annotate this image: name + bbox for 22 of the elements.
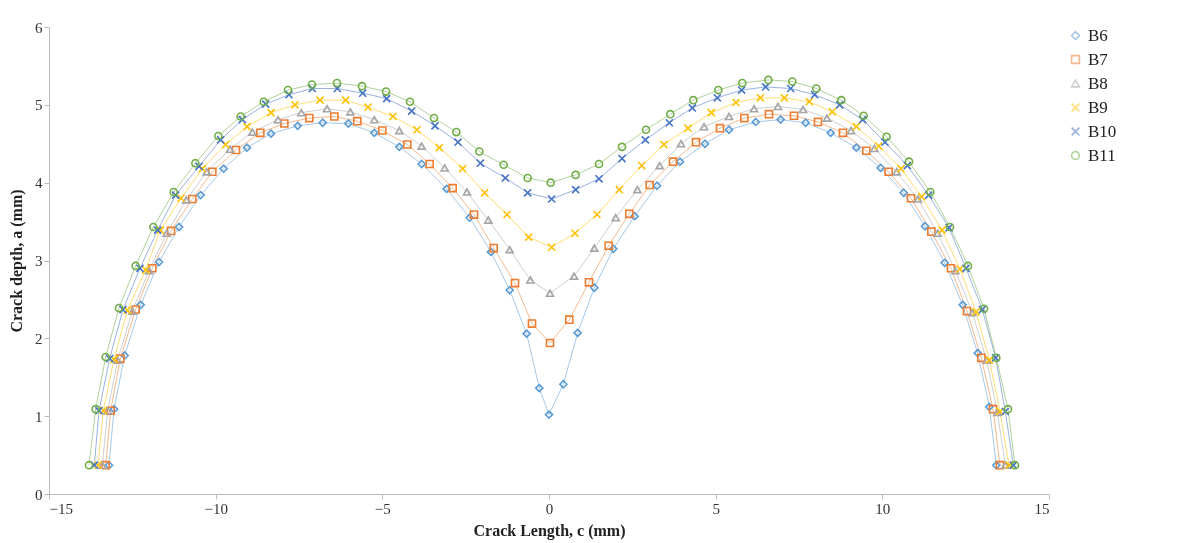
y-tick-label: 4: [35, 175, 43, 192]
x-tick-label: 0: [545, 500, 554, 517]
legend-label: B6: [1088, 25, 1108, 45]
x-tick-label: −15: [49, 500, 73, 517]
y-tick-label: 1: [35, 408, 43, 425]
y-axis-title: Crack depth, a (mm): [8, 189, 26, 333]
x-tick-label: 10: [875, 500, 891, 517]
legend-label: B10: [1088, 121, 1117, 141]
legend-label: B8: [1088, 73, 1108, 93]
y-tick-label: 0: [35, 486, 43, 503]
legend-label: B9: [1088, 97, 1108, 117]
x-tick-label: 5: [712, 500, 720, 517]
legend-label: B7: [1088, 49, 1109, 69]
legend-label: B11: [1088, 145, 1116, 165]
x-axis-title: Crack Length, c (mm): [473, 521, 626, 540]
y-tick-label: 5: [35, 97, 43, 114]
x-tick-label: −5: [374, 500, 391, 517]
x-tick-label: −10: [204, 500, 228, 517]
y-tick-label: 3: [35, 253, 43, 269]
x-tick-label: 15: [1034, 500, 1050, 517]
y-tick-label: 2: [35, 330, 43, 347]
y-tick-label: 6: [35, 19, 43, 36]
